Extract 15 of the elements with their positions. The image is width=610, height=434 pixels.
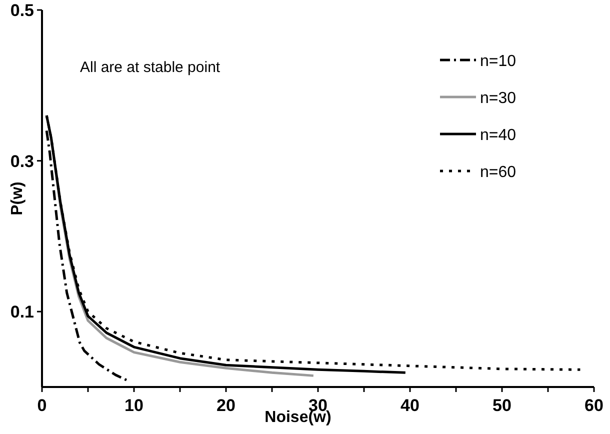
x-tick-label: 50 [492, 396, 512, 415]
y-tick-label: 0.1 [10, 302, 34, 322]
x-tick-label: 60 [584, 396, 604, 415]
legend-label: n=30 [480, 90, 516, 107]
y-axis-title: P(w) [9, 182, 26, 216]
x-tick-label: 0 [37, 396, 47, 415]
legend-label: n=40 [480, 127, 516, 144]
x-tick-label: 10 [124, 396, 144, 415]
legend-label: n=60 [480, 164, 516, 181]
y-tick-label: 0.3 [10, 152, 34, 171]
legend-label: n=10 [480, 53, 516, 70]
annotation: All are at stable point [80, 59, 221, 76]
y-tick-label: 0.5 [10, 1, 34, 20]
x-tick-label: 40 [400, 396, 420, 415]
x-tick-label: 20 [216, 396, 236, 415]
